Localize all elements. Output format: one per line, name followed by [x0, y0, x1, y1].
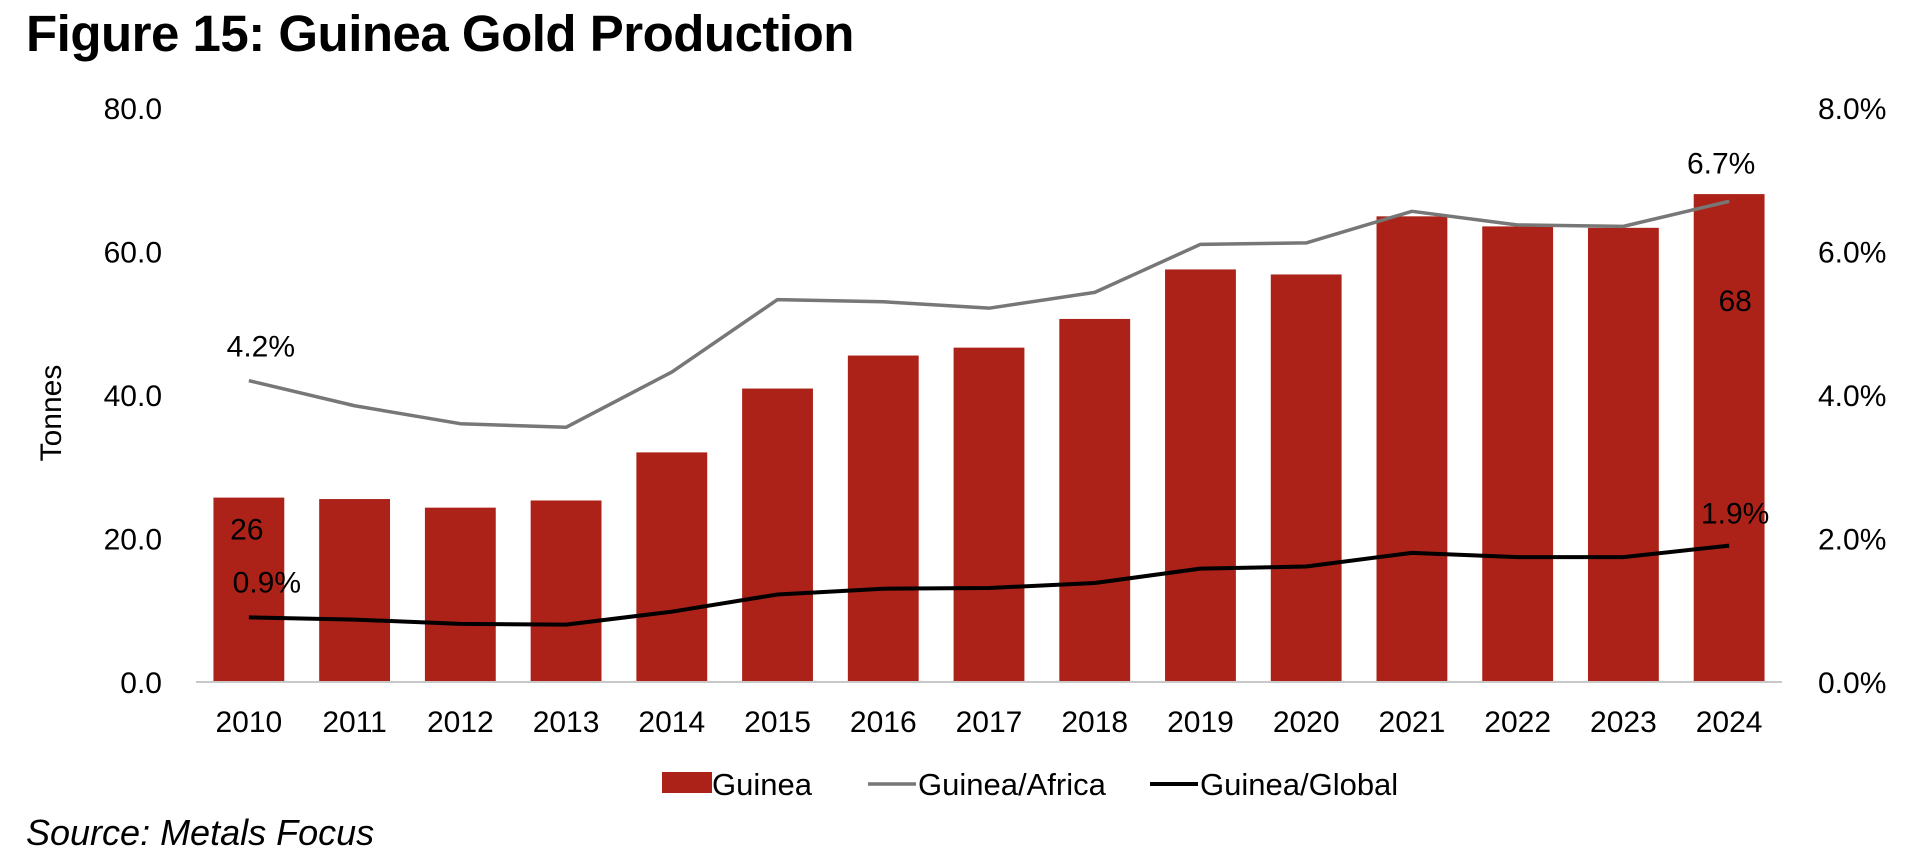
y-axis-left-tick-label: 40.0: [104, 380, 162, 413]
x-axis-tick-label: 2016: [850, 706, 917, 739]
bar-2015: [742, 388, 813, 682]
series-line-global: [248, 543, 1730, 627]
x-axis-tick-label: 2024: [1696, 706, 1763, 739]
bar-2012: [424, 507, 496, 682]
x-axis-tick-label: 2018: [1061, 706, 1128, 739]
y-axis-title: Tonnes: [35, 365, 68, 462]
bar-2019: [1165, 269, 1236, 682]
x-axis-tick-label: 2019: [1167, 706, 1234, 739]
x-axis-tick-label: 2015: [744, 706, 811, 739]
x-axis-tick-label: 2012: [427, 706, 494, 739]
legend-label: Guinea/Africa: [918, 767, 1107, 802]
y-axis-right-tick-label: 2.0%: [1818, 524, 1886, 557]
y-axis-right-tick-label: 0.0%: [1818, 667, 1886, 700]
bar-2021: [1376, 216, 1448, 682]
y-axis-left-tick-label: 60.0: [104, 237, 162, 270]
bar-2024: [1693, 194, 1765, 682]
series-line-africa: [248, 199, 1730, 430]
bar-2013: [530, 500, 602, 682]
bar-2010: [213, 497, 285, 682]
bar-2022: [1482, 226, 1554, 682]
bar-2020: [1270, 274, 1342, 682]
bar-2023: [1587, 227, 1659, 682]
x-axis-tick-label: 2023: [1590, 706, 1657, 739]
x-axis-tick-label: 2021: [1379, 706, 1446, 739]
data-label: 6.7%: [1687, 147, 1755, 180]
x-axis-tick-label: 2014: [638, 706, 705, 739]
data-label: 68: [1718, 285, 1751, 318]
bar-2014: [636, 452, 708, 682]
bar-2017: [953, 347, 1025, 682]
x-axis-tick-label: 2022: [1484, 706, 1551, 739]
y-axis-right-tick-label: 6.0%: [1818, 237, 1886, 270]
figure-title: Figure 15: Guinea Gold Production: [26, 5, 854, 62]
y-axis-right-tick-label: 8.0%: [1818, 93, 1886, 126]
data-label: 1.9%: [1701, 498, 1769, 531]
legend-label: Guinea/Global: [1200, 767, 1398, 802]
x-axis-tick-label: 2011: [322, 706, 387, 739]
data-label: 4.2%: [227, 331, 295, 364]
data-label: 0.9%: [233, 566, 301, 599]
bar-2011: [319, 499, 391, 682]
figure-source: Source: Metals Focus: [26, 812, 375, 853]
x-axis-tick-label: 2010: [215, 706, 282, 739]
y-axis-left-tick-label: 20.0: [104, 524, 162, 557]
legend-swatch-guinea: [662, 772, 712, 793]
bar-2018: [1059, 318, 1131, 682]
x-axis-tick-label: 2017: [956, 706, 1023, 739]
x-axis-tick-label: 2020: [1273, 706, 1340, 739]
legend-label: Guinea: [712, 767, 813, 802]
bar-2016: [847, 355, 919, 682]
x-axis-tick-label: 2013: [533, 706, 600, 739]
data-label: 26: [230, 514, 263, 547]
y-axis-left-tick-label: 80.0: [104, 93, 162, 126]
y-axis-left-tick-label: 0.0: [120, 667, 162, 700]
y-axis-right-tick-label: 4.0%: [1818, 380, 1886, 413]
